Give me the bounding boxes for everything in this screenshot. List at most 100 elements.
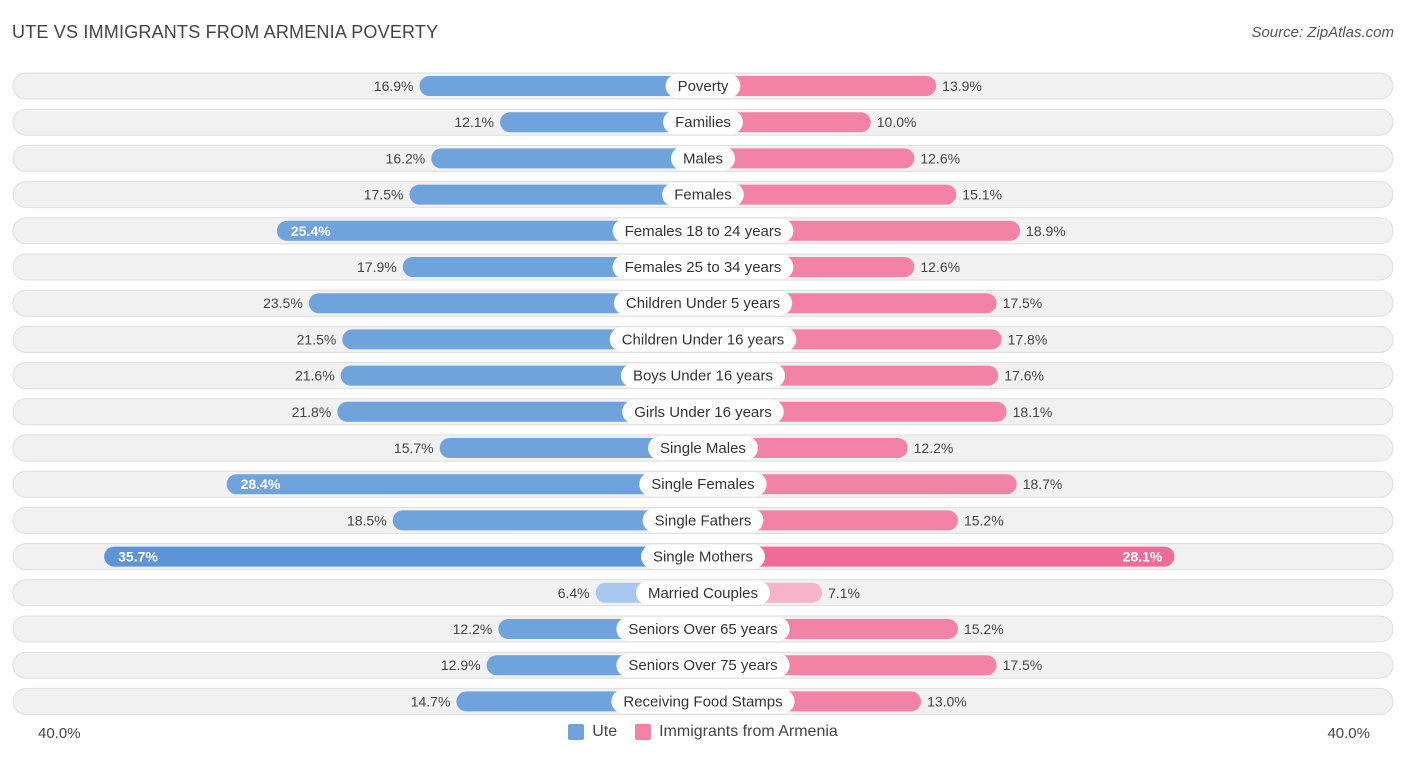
bar-ute-families <box>500 112 703 133</box>
value-label-ute-children-under-5-years: 23.5% <box>263 295 303 311</box>
category-label-poverty: Poverty <box>678 78 729 95</box>
value-label-armenia-single-mothers: 28.1% <box>1123 549 1163 565</box>
category-pill-families <box>663 110 743 135</box>
legend-item-armenia[interactable]: Immigrants from Armenia <box>635 723 838 741</box>
category-pill-boys-under-16-years <box>620 363 786 388</box>
bar-ute-single-fathers <box>392 510 703 531</box>
legend-label-armenia: Immigrants from Armenia <box>659 723 838 740</box>
category-pill-receiving-food-stamps <box>611 689 795 714</box>
value-label-ute-females-25-to-34-years: 17.9% <box>357 259 397 275</box>
category-pill-poverty <box>665 74 741 98</box>
value-label-ute-girls-under-16-years: 21.8% <box>292 404 332 420</box>
category-pill-single-mothers <box>640 544 766 569</box>
category-pill-children-under-5-years <box>613 291 793 316</box>
value-label-armenia-families: 10.0% <box>877 114 917 130</box>
value-label-armenia-females: 15.1% <box>962 187 1002 203</box>
category-label-seniors-over-75-years: Seniors Over 75 years <box>628 657 777 674</box>
category-label-males: Males <box>683 150 723 167</box>
bar-ute-boys-under-16-years <box>340 365 703 386</box>
bar-armenia-single-mothers <box>703 546 1175 567</box>
value-label-armenia-single-fathers: 15.2% <box>964 512 1004 528</box>
value-label-armenia-males: 12.6% <box>920 150 960 166</box>
category-label-families: Families <box>675 114 731 131</box>
value-label-ute-single-males: 15.7% <box>394 440 434 456</box>
bar-ute-females <box>409 184 703 205</box>
category-label-seniors-over-65-years: Seniors Over 65 years <box>628 621 777 638</box>
value-label-armenia-married-couples: 7.1% <box>828 585 860 601</box>
bar-ute-children-under-5-years <box>308 293 703 314</box>
category-pill-single-males <box>648 436 758 460</box>
bar-ute-poverty <box>419 76 703 96</box>
category-pill-single-females <box>639 472 767 497</box>
bar-armenia-single-fathers <box>703 510 958 531</box>
value-label-ute-single-females: 28.4% <box>241 476 281 492</box>
value-label-armenia-children-under-16-years: 17.8% <box>1008 331 1048 347</box>
value-label-armenia-seniors-over-65-years: 15.2% <box>964 621 1004 637</box>
bar-ute-males <box>431 148 703 169</box>
bar-ute-single-females <box>226 474 703 495</box>
bar-armenia-males <box>703 148 915 169</box>
source-credit: Source: ZipAtlas.com <box>1251 24 1394 41</box>
category-label-children-under-16-years: Children Under 16 years <box>622 331 785 348</box>
legend-item-ute[interactable]: Ute <box>568 723 617 741</box>
value-label-ute-married-couples: 6.4% <box>558 585 590 601</box>
value-label-ute-receiving-food-stamps: 14.7% <box>411 693 451 709</box>
value-label-ute-females: 17.5% <box>364 187 404 203</box>
bar-ute-girls-under-16-years <box>337 401 703 422</box>
category-label-receiving-food-stamps: Receiving Food Stamps <box>623 693 782 710</box>
category-label-married-couples: Married Couples <box>648 585 758 602</box>
category-label-single-females: Single Females <box>651 476 754 493</box>
axis-right-label: 40.0% <box>1327 725 1370 742</box>
value-label-armenia-females-25-to-34-years: 12.6% <box>920 259 960 275</box>
legend: Ute Immigrants from Armenia <box>0 723 1406 741</box>
value-label-ute-children-under-16-years: 21.5% <box>297 331 337 347</box>
bar-ute-single-mothers <box>104 546 703 567</box>
value-label-armenia-children-under-5-years: 17.5% <box>1003 295 1043 311</box>
value-label-ute-seniors-over-75-years: 12.9% <box>441 657 481 673</box>
category-label-single-mothers: Single Mothers <box>653 549 753 566</box>
category-pill-females-18-to-24-years <box>612 218 794 243</box>
legend-swatch-ute <box>568 724 585 740</box>
value-label-armenia-poverty: 13.9% <box>942 78 982 94</box>
legend-label-ute: Ute <box>592 723 618 740</box>
value-label-armenia-seniors-over-75-years: 17.5% <box>1003 657 1043 673</box>
value-label-armenia-single-males: 12.2% <box>914 440 954 456</box>
value-label-armenia-single-females: 18.7% <box>1023 476 1063 492</box>
axis-left-label: 40.0% <box>38 725 81 742</box>
value-label-ute-single-fathers: 18.5% <box>347 512 387 528</box>
category-label-single-males: Single Males <box>660 440 746 457</box>
category-pill-seniors-over-65-years <box>616 617 790 641</box>
value-label-ute-families: 12.1% <box>454 114 494 130</box>
category-pill-females <box>662 182 744 207</box>
value-label-ute-females-18-to-24-years: 25.4% <box>291 223 331 239</box>
value-label-ute-single-mothers: 35.7% <box>118 549 158 565</box>
legend-swatch-armenia <box>635 724 652 740</box>
value-label-armenia-receiving-food-stamps: 13.0% <box>927 693 967 709</box>
bar-armenia-single-females <box>703 474 1017 495</box>
bar-ute-single-males <box>439 438 703 458</box>
chart-title: UTE VS IMMIGRANTS FROM ARMENIA POVERTY <box>12 22 439 42</box>
category-pill-seniors-over-75-years <box>616 653 790 678</box>
value-label-ute-males: 16.2% <box>386 150 426 166</box>
category-pill-single-fathers <box>642 508 764 533</box>
bar-armenia-females <box>703 184 957 205</box>
category-label-children-under-5-years: Children Under 5 years <box>626 295 780 312</box>
bar-ute-females-18-to-24-years <box>276 220 703 241</box>
category-label-single-fathers: Single Fathers <box>655 512 752 529</box>
value-label-ute-boys-under-16-years: 21.6% <box>295 368 335 384</box>
category-label-females-18-to-24-years: Females 18 to 24 years <box>625 223 782 240</box>
value-label-armenia-boys-under-16-years: 17.6% <box>1004 368 1044 384</box>
category-pill-children-under-16-years <box>609 327 797 352</box>
category-label-females-25-to-34-years: Females 25 to 34 years <box>625 259 782 276</box>
value-label-armenia-females-18-to-24-years: 18.9% <box>1026 223 1066 239</box>
value-label-armenia-girls-under-16-years: 18.1% <box>1013 404 1053 420</box>
category-pill-married-couples <box>635 580 771 605</box>
category-label-boys-under-16-years: Boys Under 16 years <box>633 368 773 385</box>
category-label-females: Females <box>674 187 732 204</box>
category-pill-females-25-to-34-years <box>612 255 794 279</box>
category-pill-girls-under-16-years <box>622 399 784 424</box>
category-pill-males <box>670 146 736 171</box>
bar-armenia-poverty <box>703 76 937 96</box>
value-label-ute-poverty: 16.9% <box>374 78 414 94</box>
